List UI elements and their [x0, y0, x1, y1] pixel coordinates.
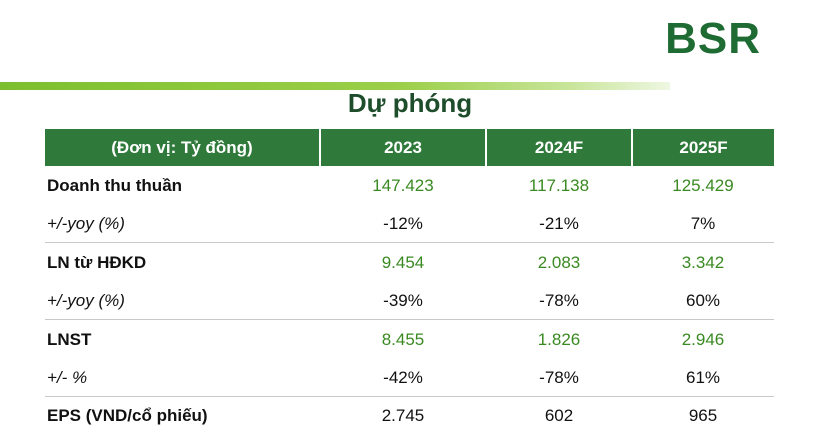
table-row-eps: EPS (VND/cổ phiếu) 2.745 602 965	[45, 397, 774, 435]
cell-2024f: -78%	[486, 360, 632, 397]
cell-2025f: 7%	[632, 206, 774, 243]
cell-2024f: 602	[544, 405, 574, 425]
cell-2023: -42%	[320, 360, 486, 397]
table-row-operating-profit: LN từ HĐKD 9.454 2.083 3.342	[45, 243, 774, 284]
cell-2023: 2.745	[381, 405, 425, 425]
accent-bar	[0, 82, 670, 90]
cell-2023: -39%	[320, 283, 486, 320]
row-label: Doanh thu thuần	[47, 176, 183, 195]
table-row-net-profit-change: +/- % -42% -78% 61%	[45, 360, 774, 397]
table-row-revenue-yoy: +/-yoy (%) -12% -21% 7%	[45, 206, 774, 243]
cell-2024f: 1.826	[537, 330, 581, 349]
cell-2024f: 2.083	[537, 253, 581, 272]
cell-2024f: 117.138	[528, 176, 590, 195]
cell-2025f: 2.946	[681, 330, 725, 349]
forecast-table: (Đơn vị: Tỷ đồng) 2023 2024F 2025F Doanh…	[45, 129, 774, 434]
cell-2024f: -21%	[486, 206, 632, 243]
table-header-row: (Đơn vị: Tỷ đồng) 2023 2024F 2025F	[45, 129, 774, 166]
row-label: +/-yoy (%)	[45, 206, 320, 243]
cell-2023: -12%	[320, 206, 486, 243]
brand-logo-text: BSR	[665, 14, 761, 63]
cell-2023: 147.423	[372, 176, 434, 195]
table-row-revenue: Doanh thu thuần 147.423 117.138 125.429	[45, 166, 774, 206]
cell-2024f: -78%	[486, 283, 632, 320]
cell-2023: 9.454	[381, 253, 425, 272]
header-2023: 2023	[319, 129, 486, 166]
row-label: LNST	[47, 330, 92, 349]
cell-2025f: 60%	[632, 283, 774, 320]
cell-2025f: 3.342	[681, 253, 725, 272]
cell-2025f: 125.429	[672, 176, 734, 195]
row-label: +/- %	[45, 360, 320, 397]
row-label: +/-yoy (%)	[45, 283, 320, 320]
cell-2025f: 61%	[632, 360, 774, 397]
row-label: LN từ HĐKD	[47, 253, 147, 272]
header-unit: (Đơn vị: Tỷ đồng)	[45, 129, 320, 166]
page-title: Dự phóng	[347, 88, 473, 118]
table-row-net-profit: LNST 8.455 1.826 2.946	[45, 320, 774, 361]
table-row-operating-profit-yoy: +/-yoy (%) -39% -78% 60%	[45, 283, 774, 320]
header-2025f: 2025F	[631, 129, 774, 166]
cell-2025f: 965	[688, 405, 718, 425]
header-2024f: 2024F	[485, 129, 632, 166]
cell-2023: 8.455	[381, 330, 425, 349]
row-label: EPS (VND/cổ phiếu)	[47, 405, 208, 425]
